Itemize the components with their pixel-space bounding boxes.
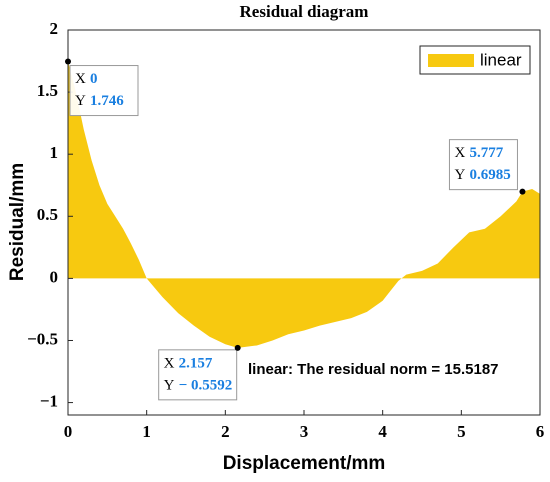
y-tick-label: 1.5 (37, 81, 58, 100)
datatip-y-name: Y (75, 93, 86, 109)
y-tick-label: 1 (50, 143, 59, 162)
y-tick-label: −0.5 (27, 329, 58, 348)
x-axis-label: Displacement/mm (223, 453, 386, 474)
datatip-point (234, 344, 241, 351)
chart-title: Residual diagram (240, 2, 369, 21)
y-tick-label: 0 (50, 267, 59, 286)
datatip-y-value: 0.6985 (469, 167, 510, 183)
y-tick-label: −1 (40, 391, 58, 410)
x-tick-label: 4 (378, 422, 387, 441)
x-tick-label: 0 (64, 422, 73, 441)
legend-label: linear (480, 50, 522, 69)
y-axis-label: Residual/mm (7, 163, 28, 281)
datatip-x-value: 0 (90, 71, 98, 87)
x-tick-label: 3 (300, 422, 309, 441)
datatip-x-name: X (164, 355, 175, 371)
datatip-y-name: Y (164, 377, 175, 393)
datatip-y-value: 1.746 (90, 93, 124, 109)
datatip-point (519, 188, 526, 195)
datatip-point (65, 58, 71, 65)
datatip-y-name: Y (454, 167, 465, 183)
datatip-y-value: − 0.5592 (179, 377, 233, 393)
legend-swatch (428, 54, 474, 67)
datatip-x-name: X (75, 71, 86, 87)
y-tick-label: 2 (50, 19, 59, 38)
annotation: linear: The residual norm = 15.5187 (248, 361, 499, 378)
x-tick-label: 5 (457, 422, 466, 441)
x-tick-label: 2 (221, 422, 230, 441)
datatip-x-value: 5.777 (469, 145, 503, 161)
datatip-x-value: 2.157 (179, 355, 213, 371)
datatip-box (69, 65, 139, 117)
datatip-box (448, 139, 518, 191)
datatip-box (158, 349, 238, 401)
y-tick-label: 0.5 (37, 205, 58, 224)
x-tick-label: 6 (536, 422, 545, 441)
area (68, 61, 540, 348)
x-tick-label: 1 (142, 422, 151, 441)
axes-box (67, 29, 541, 416)
datatip-x-name: X (454, 145, 465, 161)
